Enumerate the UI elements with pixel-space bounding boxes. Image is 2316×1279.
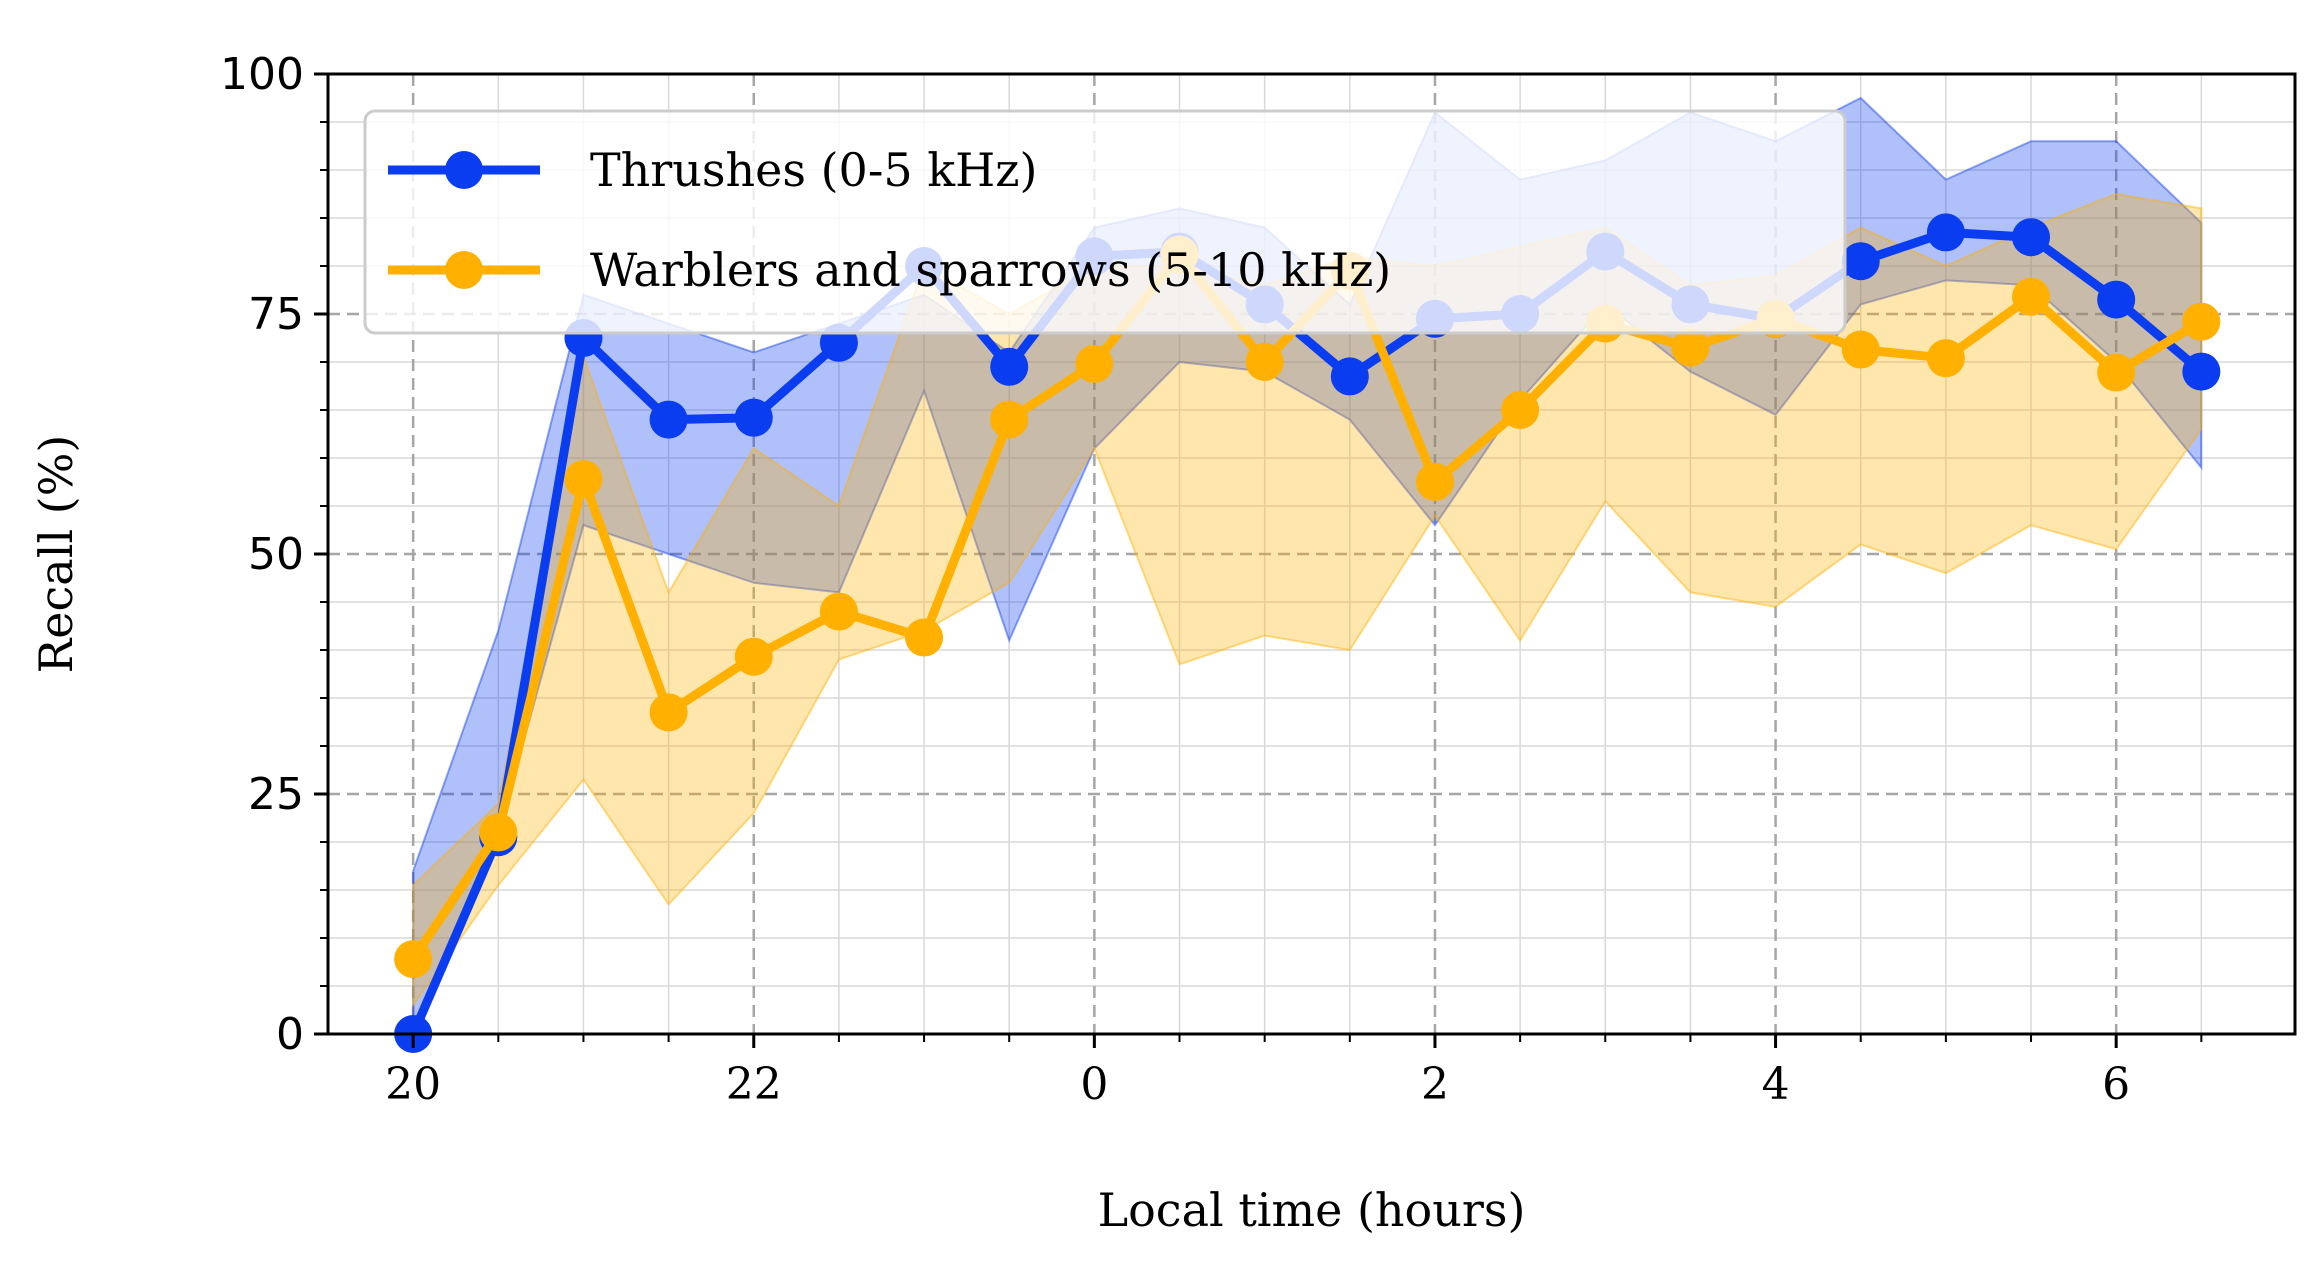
data-point-2	[990, 400, 1029, 439]
data-point-2	[2182, 302, 2221, 341]
series-line-1	[409, 227, 2205, 1036]
data-point-1	[1926, 213, 1965, 252]
legend-marker-2	[445, 251, 483, 289]
legend-label-1: Thrushes (0-5 kHz)	[590, 143, 1037, 197]
y-tick-label: 50	[248, 529, 304, 580]
legend-box	[363, 109, 1847, 335]
data-point-1	[649, 400, 688, 439]
data-point-1	[1330, 357, 1369, 396]
data-point-2	[479, 813, 518, 852]
data-point-1	[2097, 280, 2136, 319]
y-tick-label: 75	[248, 289, 304, 340]
legend-marker-1	[445, 151, 483, 189]
data-point-1	[2182, 352, 2221, 391]
y-tick-label: 0	[276, 1009, 304, 1060]
x-axis-title: Local time (hours)	[1098, 1183, 1526, 1237]
data-point-2	[1841, 330, 1880, 369]
data-point-2	[394, 940, 433, 979]
data-point-2	[1671, 328, 1710, 367]
x-tick-label: 2	[1421, 1059, 1449, 1110]
data-point-2	[1415, 463, 1454, 501]
data-point-1	[990, 347, 1029, 386]
data-point-2	[649, 693, 688, 732]
y-tick-label: 25	[248, 769, 304, 820]
data-point-2	[1245, 343, 1284, 381]
plot-frame	[326, 72, 2297, 1036]
data-point-2	[1501, 391, 1540, 429]
data-point-2	[819, 592, 858, 631]
y-tick-label: 100	[220, 49, 304, 100]
legend-label-2: Warblers and sparrows (5-10 kHz)	[590, 243, 1391, 297]
data-point-2	[2097, 353, 2136, 392]
data-point-1	[2012, 218, 2051, 257]
data-point-2	[564, 460, 603, 499]
data-point-2	[2012, 277, 2051, 316]
data-point-1	[734, 398, 773, 437]
x-tick-label: 4	[1762, 1059, 1790, 1110]
data-point-2	[1926, 339, 1965, 378]
x-tick-label: 20	[385, 1059, 441, 1110]
data-point-2	[734, 637, 773, 676]
data-point-2	[1075, 344, 1114, 383]
x-tick-label: 22	[726, 1059, 782, 1110]
x-tick-label: 6	[2102, 1059, 2130, 1110]
y-axis-title: Recall (%)	[29, 435, 83, 674]
data-point-1	[1841, 242, 1880, 281]
axis-ticks: 0 25 50 75 100 20 22 0 2 4 6	[220, 49, 2203, 1110]
data-point-2	[905, 618, 944, 657]
legend: Thrushes (0-5 kHz) Warblers and sparrows …	[363, 109, 1847, 335]
x-tick-label: 0	[1080, 1059, 1108, 1110]
